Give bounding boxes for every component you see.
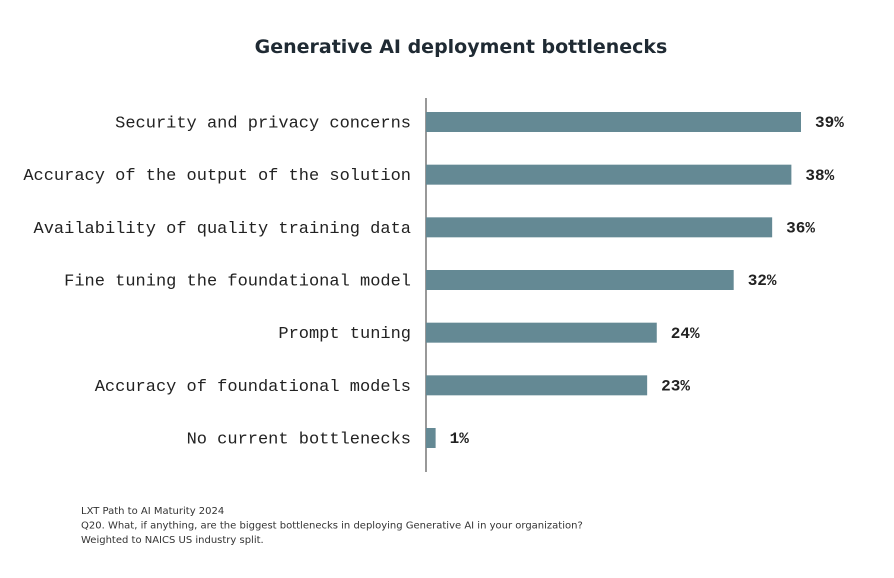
category-label: Fine tuning the foundational model (64, 272, 411, 291)
category-label: Prompt tuning (278, 325, 411, 344)
bar (426, 375, 648, 396)
category-label: Accuracy of foundational models (95, 378, 411, 397)
value-label: 36% (786, 220, 815, 238)
category-label: Availability of quality training data (34, 220, 411, 239)
bar (426, 428, 436, 448)
value-label: 32% (748, 272, 777, 290)
footnote: Q20. What, if anything, are the biggest … (81, 521, 583, 532)
chart-title: Generative AI deployment bottlenecks (255, 36, 668, 58)
bar (426, 270, 734, 290)
value-label: 24% (671, 325, 700, 343)
value-label: 39% (815, 114, 844, 132)
footnote: Weighted to NAICS US industry split. (81, 535, 264, 546)
category-label: Accuracy of the output of the solution (23, 167, 411, 186)
bar (426, 217, 773, 238)
value-label: 23% (661, 378, 690, 396)
category-label: Security and privacy concerns (115, 114, 411, 133)
value-label: 1% (450, 430, 470, 448)
value-label: 38% (805, 167, 834, 185)
bar (426, 112, 801, 132)
bar (426, 322, 657, 343)
footnote: LXT Path to AI Maturity 2024 (81, 506, 224, 517)
category-label: No current bottlenecks (187, 430, 411, 449)
bar (426, 164, 792, 185)
